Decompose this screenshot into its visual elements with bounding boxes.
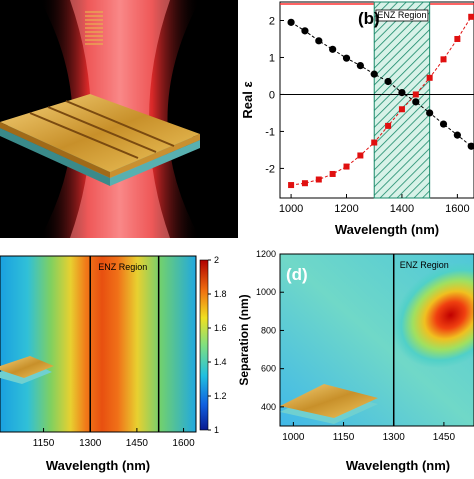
data-point bbox=[301, 180, 308, 187]
panel-c-heatmap: ENZ Region 1150 1300 1450 1600 1 1.2 1.4 1.6 1.8 2… bbox=[0, 240, 238, 474]
x-tick-label: 1450 bbox=[433, 432, 456, 443]
data-point bbox=[356, 62, 364, 70]
colorbar-tick-label: 1 bbox=[214, 425, 219, 435]
data-point bbox=[439, 120, 448, 128]
colorbar-tick-label: 2 bbox=[214, 255, 219, 265]
enz-region-label: ENZ Region bbox=[400, 260, 449, 270]
y-tick-label: -2 bbox=[265, 163, 275, 175]
y-tick-label: 0 bbox=[269, 89, 275, 101]
colorbar bbox=[199, 259, 209, 431]
data-point bbox=[301, 27, 309, 35]
data-point bbox=[385, 122, 392, 129]
panel-label: (b) bbox=[358, 9, 380, 28]
x-tick-label: 1300 bbox=[79, 438, 102, 449]
colorbar-tick-label: 1.6 bbox=[214, 323, 227, 333]
y-tick-label: -1 bbox=[265, 126, 275, 138]
data-point bbox=[426, 74, 433, 81]
data-point bbox=[371, 139, 378, 146]
data-point bbox=[412, 98, 420, 106]
data-point bbox=[412, 91, 419, 98]
panel-label: (d) bbox=[286, 265, 308, 284]
y-tick-label: 1 bbox=[269, 52, 275, 64]
data-point bbox=[329, 170, 336, 177]
colorbar-tick-label: 1.8 bbox=[214, 289, 227, 299]
chart-d: ENZ Region (d) 1000 1150 1300 1450 400 600 800 10… bbox=[237, 249, 474, 473]
x-tick-label: 1600 bbox=[445, 203, 469, 215]
plot-frame bbox=[0, 255, 197, 433]
data-point bbox=[384, 77, 392, 86]
data-point bbox=[315, 176, 322, 183]
gold-grating-slab bbox=[0, 94, 200, 186]
y-tick-label: 1200 bbox=[256, 249, 276, 259]
data-point bbox=[453, 131, 461, 139]
data-point bbox=[287, 18, 295, 26]
data-point bbox=[426, 109, 434, 117]
data-point bbox=[329, 45, 337, 53]
x-tick-label: 1150 bbox=[333, 432, 355, 443]
y-tick-label: 1000 bbox=[256, 287, 276, 297]
panel-b-line-chart: ENZ Region 1000 1200 1400 1600 -2 -1 0 1 2 (b) Rea… bbox=[238, 0, 474, 240]
y-axis-label: Real ε bbox=[240, 81, 255, 118]
y-tick-label: 600 bbox=[261, 364, 276, 374]
x-tick-label: 1600 bbox=[172, 438, 195, 449]
laser-beam-illustration bbox=[0, 0, 238, 238]
data-point bbox=[343, 163, 350, 170]
data-point bbox=[315, 37, 323, 45]
gold-grating-inset bbox=[0, 356, 54, 384]
y-axis-label: Separation (nm) bbox=[238, 294, 251, 385]
hotspot bbox=[392, 262, 474, 369]
x-tick-label: 1300 bbox=[383, 432, 406, 443]
inset-gold bbox=[280, 384, 378, 418]
x-tick-label: 1450 bbox=[126, 438, 149, 449]
x-tick-label: 1150 bbox=[33, 438, 55, 449]
x-axis-label: Wavelength (nm) bbox=[346, 458, 450, 473]
x-tick-label: 1200 bbox=[334, 203, 358, 215]
data-point bbox=[454, 35, 461, 42]
enz-region-label: ENZ Region bbox=[98, 262, 147, 272]
inset-gold bbox=[0, 356, 54, 378]
colorbar-tick-label: 1.2 bbox=[214, 391, 227, 401]
data-point bbox=[370, 70, 378, 78]
plot-frame bbox=[279, 253, 474, 427]
y-tick-label: 2 bbox=[269, 15, 275, 27]
gold-grating-inset bbox=[280, 384, 378, 424]
enz-region-band bbox=[373, 1, 431, 199]
data-point bbox=[288, 182, 295, 189]
data-point bbox=[467, 142, 474, 150]
chart-c: ENZ Region 1150 1300 1450 1600 1 1.2 1.4 1.6 1.8 2… bbox=[0, 255, 227, 473]
y-tick-label: 400 bbox=[261, 402, 276, 412]
y-tick-label: 800 bbox=[261, 325, 276, 335]
chart-b: ENZ Region 1000 1200 1400 1600 -2 -1 0 1 2 (b) Rea… bbox=[240, 1, 474, 237]
enz-region-label: ENZ Region bbox=[377, 10, 426, 20]
enz-region-label-box bbox=[375, 9, 429, 22]
heatmap-field bbox=[0, 256, 196, 432]
colorbar-tick-label: 1.4 bbox=[214, 357, 227, 367]
x-axis-label: Wavelength (nm) bbox=[335, 222, 439, 237]
data-point bbox=[440, 56, 447, 63]
data-point bbox=[398, 106, 405, 113]
x-tick-label: 1400 bbox=[390, 203, 414, 215]
x-tick-label: 1000 bbox=[279, 203, 303, 215]
data-point bbox=[357, 152, 364, 159]
panel-d-heatmap: ENZ Region (d) 1000 1150 1300 1450 400 600 800 10… bbox=[237, 240, 474, 474]
panel-a-illustration bbox=[0, 0, 238, 238]
data-point bbox=[398, 89, 406, 97]
data-point bbox=[342, 54, 351, 62]
wave-icon bbox=[85, 11, 103, 45]
x-tick-label: 1000 bbox=[282, 432, 305, 443]
x-axis-label: Wavelength (nm) bbox=[46, 458, 150, 473]
data-point bbox=[468, 13, 474, 20]
